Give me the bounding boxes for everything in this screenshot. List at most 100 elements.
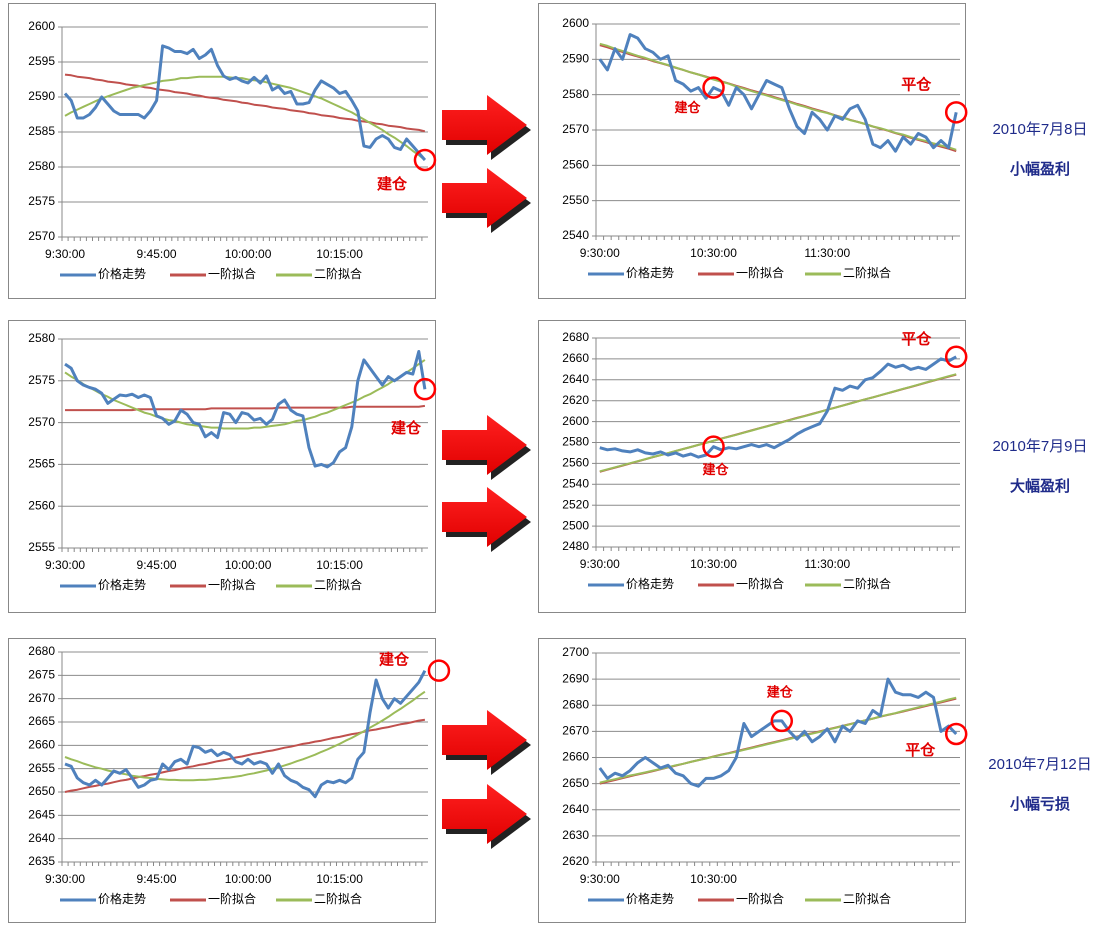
series-line [64, 75, 426, 161]
y-tick-label: 2560 [562, 158, 589, 172]
x-tick-label: 9:30:00 [580, 557, 620, 571]
series-line [599, 373, 957, 473]
y-tick-label: 2540 [562, 228, 589, 242]
series-line [64, 670, 427, 799]
x-tick-label: 10:15:00 [316, 247, 363, 261]
y-tick-label: 2650 [562, 776, 589, 790]
annotation: 建仓 [377, 175, 408, 193]
y-tick-label: 2575 [28, 373, 55, 387]
annotation: 建仓 [391, 419, 422, 437]
series-line [598, 33, 958, 153]
chart: 2555 2560 2565 2570 2575 2580 9:30:00 9:45:00 10… [8, 320, 437, 613]
side-note: 小幅盈利 [1010, 160, 1070, 178]
arrows [442, 95, 531, 849]
y-tick-label: 2600 [28, 19, 55, 33]
legend-label: 二阶拟合 [314, 891, 362, 906]
legend-label: 价格走势 [626, 265, 674, 280]
annotation: 建仓 [379, 651, 410, 669]
chart: 2540 2550 2560 2570 2580 2590 2600 9:30:00 10:30… [538, 3, 1088, 299]
legend-label: 价格走势 [626, 576, 674, 591]
y-tick-label: 2560 [28, 498, 55, 512]
y-tick-label: 2660 [562, 750, 589, 764]
y-tick-label: 2570 [28, 229, 55, 243]
series-line [599, 355, 957, 459]
legend-label: 二阶拟合 [843, 891, 891, 906]
x-tick-label: 9:30:00 [45, 247, 85, 261]
side-note: 2010年7月12日 [988, 756, 1091, 773]
legend-label: 二阶拟合 [843, 576, 891, 591]
y-tick-label: 2580 [28, 159, 55, 173]
legend-label: 二阶拟合 [314, 577, 362, 592]
x-tick-label: 9:30:00 [45, 558, 85, 572]
y-tick-label: 2560 [562, 456, 589, 470]
chart: 2480 2500 2520 2540 2560 2580 2600 2620 2640 2660… [538, 320, 1088, 613]
legend-label: 一阶拟合 [208, 577, 256, 592]
y-tick-label: 2620 [562, 393, 589, 407]
y-tick-label: 2640 [562, 802, 589, 816]
y-tick-label: 2650 [28, 784, 55, 798]
highlight-circle [427, 659, 451, 682]
y-tick-label: 2575 [28, 194, 55, 208]
highlight-circle [770, 709, 794, 733]
y-tick-label: 2520 [562, 497, 589, 511]
legend-label: 一阶拟合 [736, 891, 784, 906]
side-note: 大幅盈利 [1010, 477, 1070, 495]
y-tick-label: 2600 [562, 414, 589, 428]
y-tick-label: 2585 [28, 124, 55, 138]
y-tick-label: 2635 [28, 854, 55, 868]
x-tick-label: 10:30:00 [690, 557, 737, 571]
y-tick-label: 2660 [562, 351, 589, 365]
y-tick-label: 2670 [562, 724, 589, 738]
arrow [442, 95, 527, 155]
arrow [442, 784, 527, 844]
chart-frame [8, 320, 436, 613]
chart-frame [538, 320, 966, 613]
series-line [63, 44, 427, 161]
y-tick-label: 2595 [28, 54, 55, 68]
y-tick-label: 2700 [562, 645, 589, 659]
annotation: 平仓 [901, 330, 932, 348]
y-tick-label: 2600 [562, 16, 589, 30]
y-tick-label: 2680 [562, 330, 589, 344]
x-tick-label: 9:45:00 [137, 247, 177, 261]
y-tick-label: 2580 [562, 87, 589, 101]
x-tick-label: 11:30:00 [804, 246, 850, 260]
x-tick-label: 10:15:00 [316, 558, 363, 572]
x-tick-label: 10:15:00 [316, 872, 363, 886]
highlight-circle [944, 101, 968, 124]
y-tick-label: 2675 [28, 668, 55, 682]
series-line [64, 690, 426, 782]
annotation: 平仓 [901, 75, 932, 93]
y-tick-label: 2590 [28, 89, 55, 103]
side-note: 2010年7月9日 [992, 438, 1087, 455]
x-tick-label: 9:30:00 [580, 872, 620, 886]
y-tick-label: 2620 [562, 854, 589, 868]
x-tick-label: 10:00:00 [225, 872, 272, 886]
legend-label: 价格走势 [98, 891, 146, 906]
side-note: 2010年7月8日 [992, 121, 1087, 138]
y-tick-label: 2550 [562, 193, 589, 207]
annotation: 建仓 [675, 100, 702, 115]
arrow [442, 415, 527, 475]
y-tick-label: 2590 [562, 52, 589, 66]
chart-frame [8, 3, 436, 299]
highlight-circle [702, 435, 725, 458]
y-tick-label: 2570 [562, 122, 589, 136]
x-tick-label: 9:30:00 [580, 246, 620, 260]
highlight-circle [944, 345, 968, 369]
x-tick-label: 9:30:00 [45, 872, 85, 886]
x-tick-label: 10:30:00 [690, 246, 737, 260]
y-tick-label: 2680 [28, 644, 55, 658]
x-tick-label: 10:30:00 [690, 872, 737, 886]
legend-label: 一阶拟合 [208, 891, 256, 906]
series-line [64, 73, 426, 133]
y-tick-label: 2640 [562, 372, 589, 386]
y-tick-label: 2580 [562, 435, 589, 449]
y-tick-label: 2565 [28, 457, 55, 471]
x-tick-label: 10:00:00 [225, 558, 272, 572]
series-line [64, 350, 427, 469]
arrow [442, 168, 527, 228]
chart: 2620 2630 2640 2650 2660 2670 2680 2690 2700 9:30… [538, 638, 1092, 923]
